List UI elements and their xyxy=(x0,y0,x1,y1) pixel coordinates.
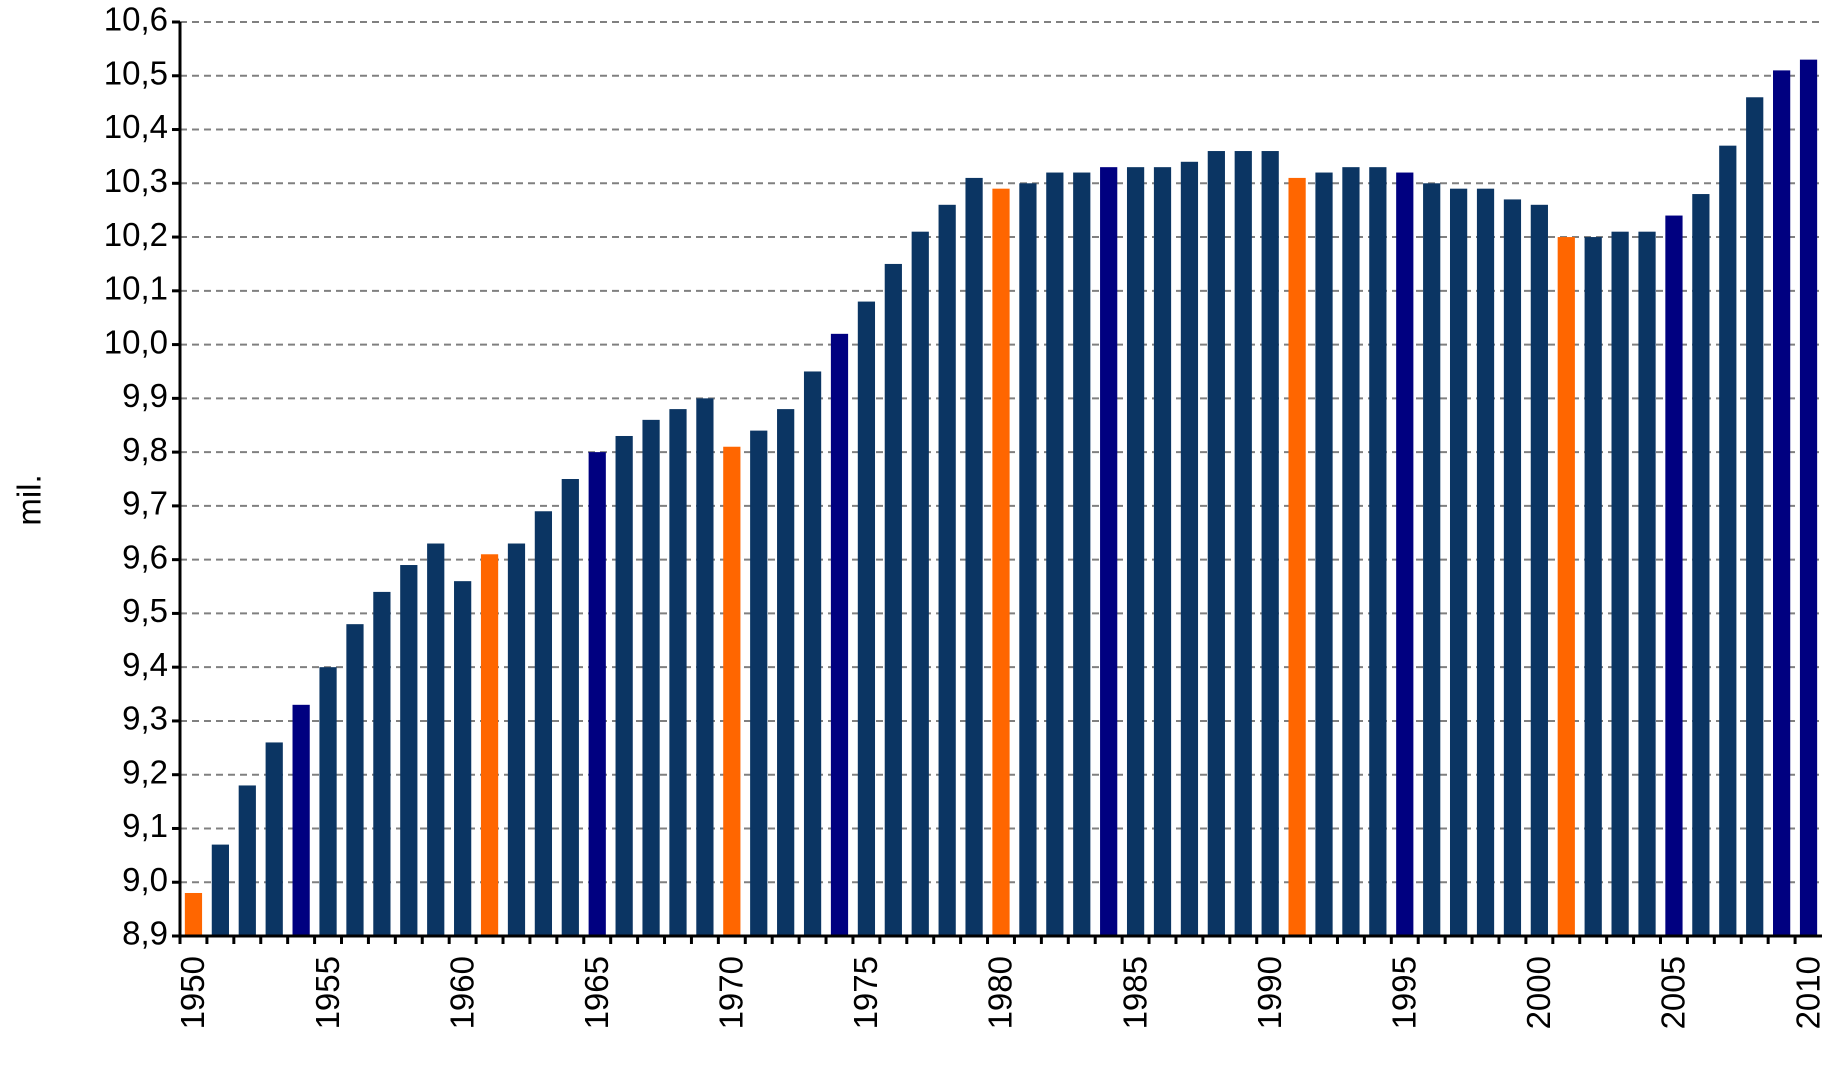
bar xyxy=(938,204,956,937)
x-tick-label: 1995 xyxy=(1385,956,1422,1029)
bar xyxy=(1180,161,1199,937)
y-tick-label: 10,1 xyxy=(104,270,168,307)
bar xyxy=(1261,151,1279,937)
y-tick-label: 10,4 xyxy=(104,108,168,145)
bar xyxy=(1342,167,1360,937)
bar xyxy=(184,892,203,936)
bar xyxy=(1396,172,1414,936)
y-tick-label: 10,0 xyxy=(104,323,168,360)
bar xyxy=(588,452,606,936)
bar xyxy=(292,704,310,936)
x-tick-label: 1990 xyxy=(1251,956,1288,1029)
y-axis-label: mil. xyxy=(11,474,48,525)
bar xyxy=(884,263,902,936)
x-tick-label: 1950 xyxy=(174,956,211,1029)
bar xyxy=(1530,204,1548,937)
bar xyxy=(319,667,337,936)
bar xyxy=(1019,183,1037,936)
bar xyxy=(427,543,445,936)
bar xyxy=(480,554,499,936)
bar xyxy=(750,430,768,936)
x-tick-label: 2005 xyxy=(1655,956,1692,1029)
bar xyxy=(265,742,283,936)
bar xyxy=(1046,172,1064,936)
y-tick-label: 9,9 xyxy=(122,377,168,414)
bar xyxy=(1503,199,1522,936)
y-tick-label: 10,2 xyxy=(104,216,168,253)
x-tick-label: 1970 xyxy=(713,956,750,1029)
y-tick-label: 9,0 xyxy=(122,861,168,898)
bar xyxy=(1584,237,1602,936)
x-tick-label: 1985 xyxy=(1116,956,1153,1029)
x-tick-label: 1965 xyxy=(578,956,615,1029)
bar xyxy=(1799,59,1818,936)
bar xyxy=(1423,183,1441,936)
bar xyxy=(669,409,687,936)
bar xyxy=(642,419,660,936)
bar xyxy=(211,844,229,936)
bar xyxy=(803,371,822,936)
y-tick-label: 10,6 xyxy=(104,1,168,38)
bar xyxy=(400,565,418,936)
x-tick-label: 1955 xyxy=(309,956,346,1029)
bar xyxy=(1315,172,1333,936)
y-tick-label: 9,6 xyxy=(122,538,168,575)
bar xyxy=(1692,194,1710,936)
y-tick-label: 9,8 xyxy=(122,431,168,468)
x-tick-label: 2010 xyxy=(1789,956,1826,1029)
bar xyxy=(1557,237,1575,936)
y-tick-label: 9,1 xyxy=(122,807,168,844)
bar xyxy=(1719,145,1737,937)
y-tick-label: 10,3 xyxy=(104,162,168,199)
bar xyxy=(1369,167,1387,937)
bar xyxy=(1638,231,1656,936)
y-tick-label: 9,7 xyxy=(122,485,168,522)
bar xyxy=(723,446,741,936)
bar xyxy=(346,624,364,936)
bar xyxy=(1234,151,1252,937)
x-tick-label: 1960 xyxy=(443,956,480,1029)
bar xyxy=(238,785,256,936)
bar xyxy=(857,301,876,936)
bar xyxy=(1773,70,1791,936)
bar xyxy=(1611,231,1629,936)
bar xyxy=(1207,151,1225,937)
bar xyxy=(696,398,714,937)
bar xyxy=(561,479,579,936)
bar xyxy=(1665,215,1683,936)
x-tick-label: 1975 xyxy=(847,956,884,1029)
y-tick-label: 9,2 xyxy=(122,753,168,790)
y-tick-label: 9,4 xyxy=(122,646,168,683)
x-tick-label: 2000 xyxy=(1520,956,1557,1029)
bar xyxy=(1126,167,1145,937)
bar xyxy=(373,591,391,936)
y-tick-label: 8,9 xyxy=(122,915,168,952)
y-tick-label: 9,5 xyxy=(122,592,168,629)
bar xyxy=(911,231,929,936)
bar xyxy=(615,435,633,936)
bar xyxy=(992,188,1010,936)
bar xyxy=(777,409,795,936)
bar xyxy=(1476,188,1495,936)
bar xyxy=(1449,188,1468,936)
y-tick-label: 10,5 xyxy=(104,54,168,91)
bar xyxy=(507,543,526,936)
bar xyxy=(1288,177,1306,936)
bar xyxy=(1073,172,1091,936)
bar xyxy=(454,581,472,936)
bar xyxy=(1153,167,1172,937)
y-tick-label: 9,3 xyxy=(122,700,168,737)
x-tick-label: 1980 xyxy=(982,956,1019,1029)
bar xyxy=(534,511,553,936)
bar xyxy=(1100,167,1118,937)
bar xyxy=(1746,97,1764,937)
bar xyxy=(830,333,849,936)
bar xyxy=(965,177,983,936)
